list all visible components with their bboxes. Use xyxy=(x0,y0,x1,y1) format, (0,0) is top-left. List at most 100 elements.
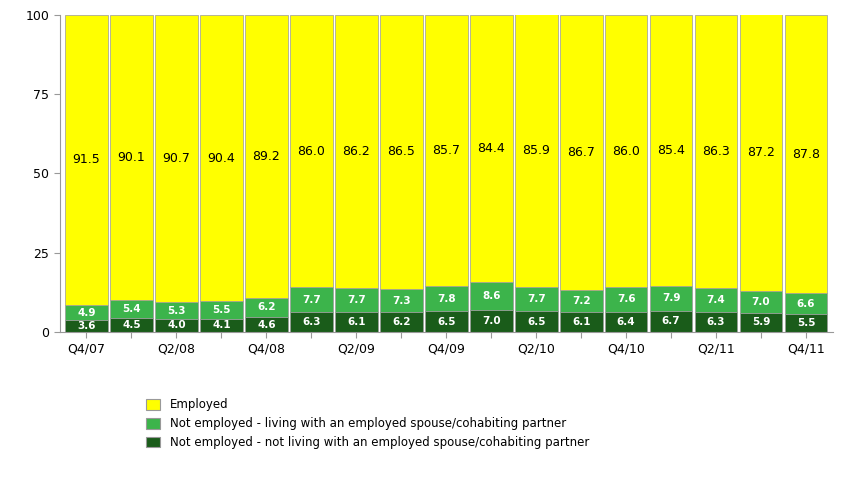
Text: 5.5: 5.5 xyxy=(796,318,815,328)
Bar xyxy=(425,286,468,311)
Bar xyxy=(245,298,288,317)
Text: 86.3: 86.3 xyxy=(702,145,730,158)
Text: 7.0: 7.0 xyxy=(751,297,770,307)
Text: 7.3: 7.3 xyxy=(392,296,411,305)
Bar xyxy=(515,287,558,311)
Bar xyxy=(155,303,198,319)
Bar xyxy=(649,310,693,332)
Text: 91.5: 91.5 xyxy=(72,153,100,166)
Bar xyxy=(649,285,693,310)
Bar xyxy=(380,289,422,312)
Bar xyxy=(785,314,827,332)
Bar xyxy=(604,311,648,332)
Bar xyxy=(110,301,153,318)
Bar xyxy=(290,15,332,287)
Text: 4.9: 4.9 xyxy=(77,307,96,318)
Text: 8.6: 8.6 xyxy=(482,291,501,301)
Bar xyxy=(65,305,108,321)
Text: 89.2: 89.2 xyxy=(252,150,280,163)
Bar xyxy=(560,312,603,332)
Bar xyxy=(740,291,782,313)
Bar xyxy=(200,319,243,332)
Text: 86.7: 86.7 xyxy=(567,145,595,159)
Text: 4.1: 4.1 xyxy=(212,320,230,330)
Bar xyxy=(694,15,738,288)
Bar xyxy=(515,311,558,332)
Bar xyxy=(560,15,603,290)
Bar xyxy=(110,318,153,332)
Text: 86.0: 86.0 xyxy=(298,144,326,158)
Text: 4.0: 4.0 xyxy=(167,321,186,330)
Text: 7.7: 7.7 xyxy=(527,294,546,304)
Text: 6.7: 6.7 xyxy=(662,316,680,326)
Text: 90.1: 90.1 xyxy=(117,151,145,164)
Bar xyxy=(200,302,243,319)
Bar xyxy=(515,14,558,287)
Bar xyxy=(604,287,648,311)
Text: 6.5: 6.5 xyxy=(437,317,456,326)
Bar xyxy=(245,317,288,332)
Text: 85.4: 85.4 xyxy=(657,143,685,157)
Bar xyxy=(200,15,243,302)
Text: 5.9: 5.9 xyxy=(752,318,770,327)
Bar xyxy=(155,15,198,303)
Text: 87.2: 87.2 xyxy=(747,146,775,159)
Text: 90.4: 90.4 xyxy=(207,151,235,164)
Bar xyxy=(425,311,468,332)
Text: 90.7: 90.7 xyxy=(162,152,190,165)
Bar xyxy=(785,15,827,293)
Text: 6.1: 6.1 xyxy=(572,317,591,327)
Text: 86.5: 86.5 xyxy=(388,145,415,158)
Text: 5.4: 5.4 xyxy=(122,304,141,314)
Text: 7.7: 7.7 xyxy=(347,295,366,305)
Bar xyxy=(290,287,332,312)
Bar xyxy=(470,15,513,283)
Bar xyxy=(740,14,782,291)
Text: 7.8: 7.8 xyxy=(437,294,456,304)
Bar xyxy=(380,312,422,332)
Text: 87.8: 87.8 xyxy=(792,148,820,161)
Text: 85.9: 85.9 xyxy=(522,144,550,157)
Legend: Employed, Not employed - living with an employed spouse/cohabiting partner, Not : Employed, Not employed - living with an … xyxy=(143,395,592,453)
Text: 5.3: 5.3 xyxy=(167,306,185,316)
Bar xyxy=(604,15,648,287)
Bar xyxy=(380,15,422,289)
Bar xyxy=(649,15,693,285)
Text: 6.3: 6.3 xyxy=(707,317,725,327)
Text: 7.7: 7.7 xyxy=(302,295,320,305)
Text: 6.3: 6.3 xyxy=(302,317,320,327)
Bar xyxy=(245,15,288,298)
Bar xyxy=(694,312,738,332)
Text: 86.2: 86.2 xyxy=(343,145,371,158)
Text: 6.4: 6.4 xyxy=(617,317,636,326)
Text: 86.0: 86.0 xyxy=(612,144,640,158)
Bar xyxy=(560,290,603,312)
Text: 4.6: 4.6 xyxy=(257,320,275,329)
Bar xyxy=(335,288,377,312)
Text: 7.4: 7.4 xyxy=(706,295,725,305)
Bar xyxy=(335,312,377,332)
Text: 84.4: 84.4 xyxy=(478,142,505,155)
Bar xyxy=(65,321,108,332)
Bar xyxy=(694,288,738,312)
Text: 7.9: 7.9 xyxy=(662,293,680,303)
Bar xyxy=(785,293,827,314)
Text: 7.0: 7.0 xyxy=(482,316,501,325)
Text: 6.6: 6.6 xyxy=(796,299,815,309)
Text: 5.5: 5.5 xyxy=(212,305,230,315)
Text: 85.7: 85.7 xyxy=(433,144,460,157)
Text: 4.5: 4.5 xyxy=(122,320,141,330)
Bar xyxy=(155,319,198,332)
Text: 6.2: 6.2 xyxy=(392,317,411,327)
Bar xyxy=(740,313,782,332)
Bar xyxy=(290,312,332,332)
Text: 6.5: 6.5 xyxy=(527,317,546,326)
Bar xyxy=(425,15,468,286)
Text: 6.2: 6.2 xyxy=(257,303,275,312)
Bar xyxy=(335,15,377,288)
Bar xyxy=(110,15,153,301)
Text: 6.1: 6.1 xyxy=(347,317,366,327)
Text: 3.6: 3.6 xyxy=(77,321,96,331)
Bar xyxy=(470,283,513,309)
Bar xyxy=(65,15,108,305)
